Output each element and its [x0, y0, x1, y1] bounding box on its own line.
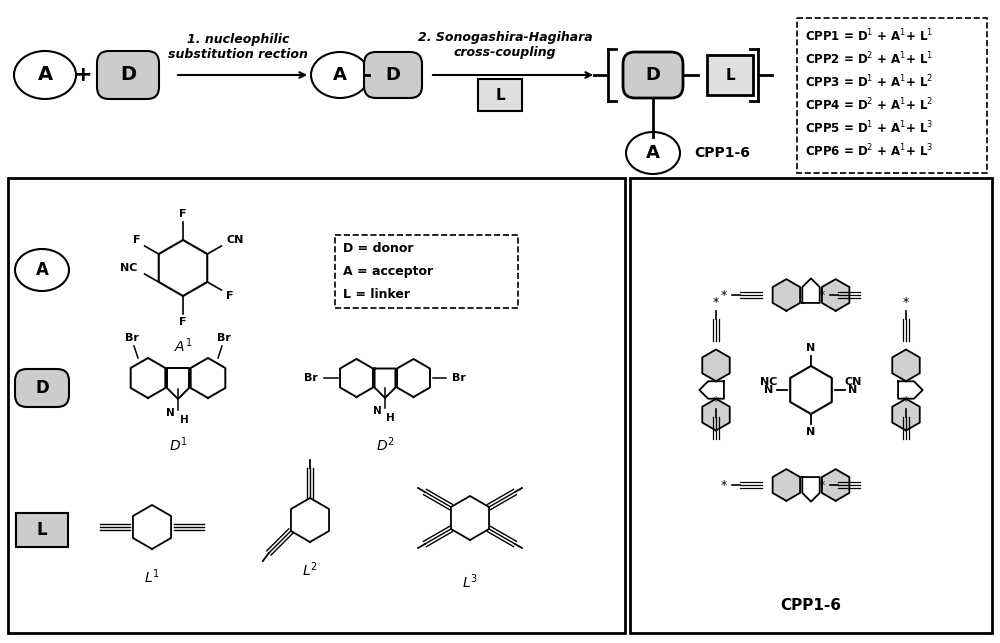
Text: H: H — [386, 413, 395, 423]
Bar — [335, 235, 518, 308]
Text: *: * — [903, 296, 909, 309]
Text: Br: Br — [125, 333, 139, 343]
Ellipse shape — [14, 51, 76, 99]
Polygon shape — [822, 469, 849, 501]
Text: L: L — [37, 521, 47, 539]
Text: N: N — [764, 385, 774, 395]
Bar — [707, 55, 753, 95]
Polygon shape — [702, 350, 730, 381]
Text: D: D — [35, 379, 49, 397]
Polygon shape — [892, 399, 920, 430]
Text: *: * — [721, 478, 727, 491]
Ellipse shape — [15, 249, 69, 291]
Text: *: * — [713, 296, 719, 309]
Text: CPP4 = D$^2$ + A$^1$+ L$^2$: CPP4 = D$^2$ + A$^1$+ L$^2$ — [805, 96, 933, 113]
Bar — [8, 178, 625, 633]
Text: N: N — [806, 427, 816, 437]
Text: CPP3 = D$^1$ + A$^1$+ L$^2$: CPP3 = D$^1$ + A$^1$+ L$^2$ — [805, 74, 933, 90]
Text: A: A — [37, 66, 53, 84]
Text: *: * — [819, 289, 825, 302]
Text: Br: Br — [217, 333, 231, 343]
Polygon shape — [773, 469, 800, 501]
Text: CN: CN — [227, 235, 244, 245]
Text: CPP2 = D$^2$ + A$^1$+ L$^1$: CPP2 = D$^2$ + A$^1$+ L$^1$ — [805, 51, 933, 68]
FancyBboxPatch shape — [364, 52, 422, 98]
FancyBboxPatch shape — [623, 52, 683, 98]
Text: N: N — [806, 343, 816, 353]
Polygon shape — [702, 399, 730, 430]
Text: Br: Br — [304, 373, 318, 383]
Text: L: L — [495, 87, 505, 102]
Polygon shape — [773, 279, 800, 311]
Text: CPP1-6: CPP1-6 — [780, 597, 842, 613]
Text: $A^1$: $A^1$ — [174, 337, 192, 356]
Text: F: F — [179, 209, 187, 219]
FancyBboxPatch shape — [97, 51, 159, 99]
Text: F: F — [133, 235, 140, 245]
Text: H: H — [180, 415, 188, 425]
Ellipse shape — [311, 52, 369, 98]
Text: 2. Sonogashira-Hagihara
cross-coupling: 2. Sonogashira-Hagihara cross-coupling — [418, 31, 592, 59]
Text: D: D — [120, 66, 136, 84]
Ellipse shape — [626, 132, 680, 174]
Text: CPP6 = D$^2$ + A$^1$+ L$^3$: CPP6 = D$^2$ + A$^1$+ L$^3$ — [805, 143, 933, 159]
Text: $D^2$: $D^2$ — [376, 436, 394, 455]
Text: *: * — [819, 478, 825, 491]
Text: N: N — [166, 408, 174, 418]
Text: D: D — [646, 66, 660, 84]
Text: $L^3$: $L^3$ — [462, 573, 478, 592]
Text: L: L — [725, 68, 735, 82]
Text: CPP1 = D$^1$ + A$^1$+ L$^1$: CPP1 = D$^1$ + A$^1$+ L$^1$ — [805, 28, 933, 44]
Text: *: * — [721, 289, 727, 302]
Text: L = linker: L = linker — [343, 287, 410, 300]
Bar — [16, 513, 68, 547]
Text: CN: CN — [844, 377, 862, 387]
Text: A = acceptor: A = acceptor — [343, 264, 433, 278]
Text: *: * — [903, 395, 909, 408]
Text: F: F — [179, 317, 187, 327]
Text: A: A — [646, 144, 660, 162]
Bar — [478, 79, 522, 111]
Text: Br: Br — [452, 373, 466, 383]
Bar — [630, 178, 992, 633]
Text: CPP1-6: CPP1-6 — [694, 146, 750, 160]
FancyBboxPatch shape — [15, 369, 69, 407]
Text: A: A — [333, 66, 347, 84]
Text: $D^1$: $D^1$ — [169, 436, 187, 455]
Text: N: N — [373, 406, 382, 416]
Text: NC: NC — [760, 377, 778, 387]
Text: 1. nucleophilic
substitution rection: 1. nucleophilic substitution rection — [168, 33, 308, 61]
Text: A: A — [36, 261, 48, 279]
Text: +: + — [74, 65, 92, 85]
Text: NC: NC — [120, 263, 137, 273]
Text: D = donor: D = donor — [343, 242, 414, 255]
Text: N: N — [848, 385, 858, 395]
Text: D: D — [386, 66, 400, 84]
Polygon shape — [822, 279, 849, 311]
Text: *: * — [713, 395, 719, 408]
Polygon shape — [892, 350, 920, 381]
Text: F: F — [226, 291, 233, 301]
Text: $L^1$: $L^1$ — [144, 568, 160, 586]
Bar — [797, 18, 987, 173]
Text: CPP5 = D$^1$ + A$^1$+ L$^3$: CPP5 = D$^1$ + A$^1$+ L$^3$ — [805, 120, 933, 136]
Text: $L^2$: $L^2$ — [302, 561, 318, 579]
